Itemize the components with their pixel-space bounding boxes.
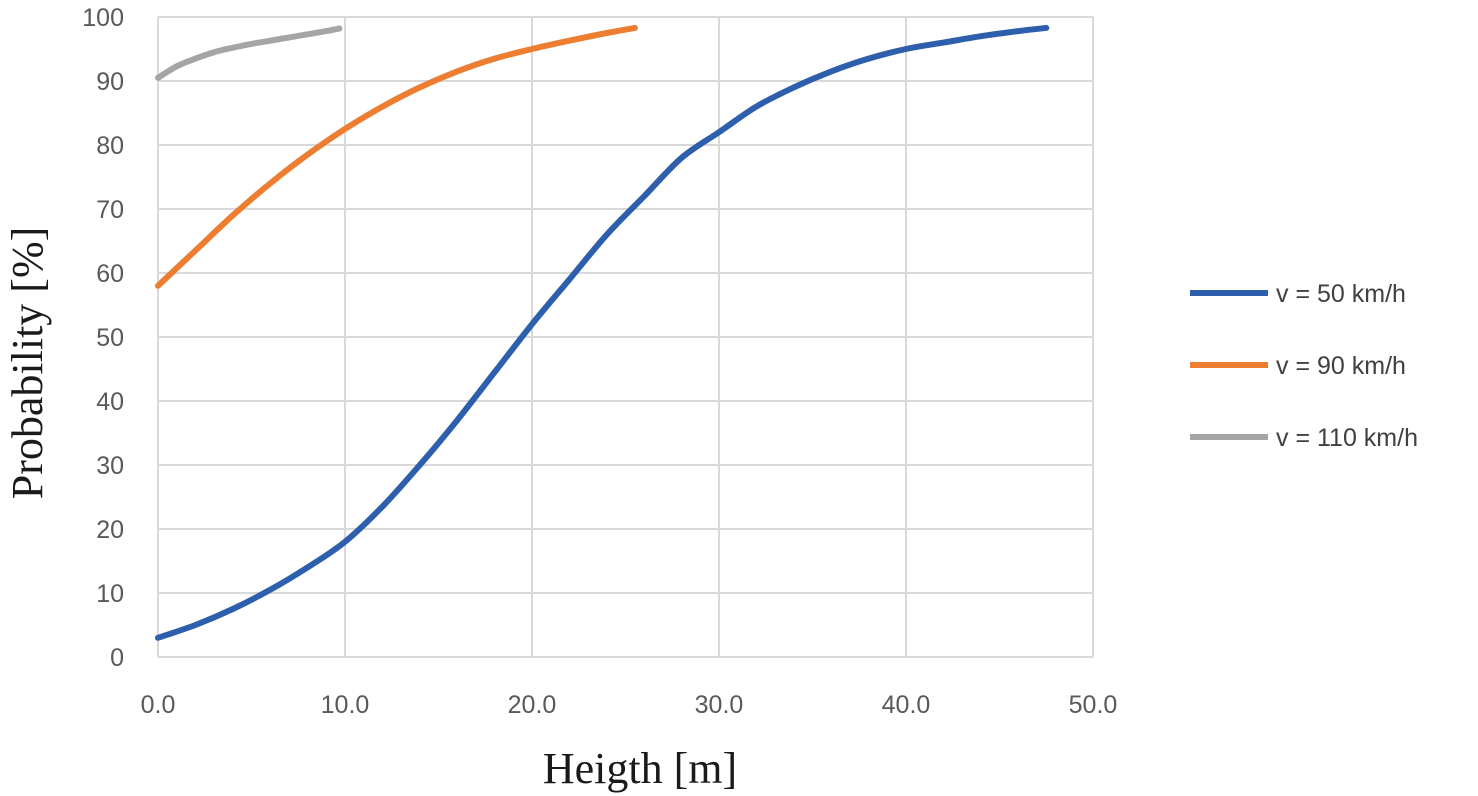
legend-label-1: v = 50 km/h (1276, 280, 1406, 308)
legend-label-3: v = 110 km/h (1276, 424, 1418, 452)
y-axis-title: Probability [%] (3, 227, 52, 500)
x-tick-label: 20.0 (508, 691, 557, 719)
legend-label-2: v = 90 km/h (1276, 352, 1406, 380)
y-tick-label: 20 (96, 516, 124, 544)
y-tick-label: 80 (96, 132, 124, 160)
x-tick-label: 0.0 (141, 691, 176, 719)
tick-labels: 0 10 20 30 40 50 60 70 80 90 100 0.0 10.0 20.0 30.0 40.… (82, 4, 1117, 719)
y-tick-label: 90 (96, 68, 124, 96)
y-tick-label: 100 (82, 4, 124, 32)
x-tick-label: 30.0 (695, 691, 744, 719)
legend: v = 50 km/h v = 90 km/h v = 110 km/h (1190, 280, 1418, 452)
x-axis-title: Heigth [m] (543, 744, 737, 793)
gridlines (157, 16, 1094, 658)
series-line-3 (155, 25, 343, 81)
x-tick-label: 40.0 (882, 691, 931, 719)
y-tick-label: 10 (96, 580, 124, 608)
y-tick-label: 40 (96, 388, 124, 416)
series-line-2 (155, 24, 638, 289)
y-tick-label: 30 (96, 452, 124, 480)
y-tick-label: 70 (96, 196, 124, 224)
x-tick-label: 50.0 (1069, 691, 1118, 719)
y-tick-label: 60 (96, 260, 124, 288)
series-line-1 (155, 24, 1050, 641)
y-tick-label: 50 (96, 324, 124, 352)
series-lines (155, 24, 1050, 641)
y-tick-label: 0 (110, 644, 124, 672)
x-tick-label: 10.0 (321, 691, 370, 719)
